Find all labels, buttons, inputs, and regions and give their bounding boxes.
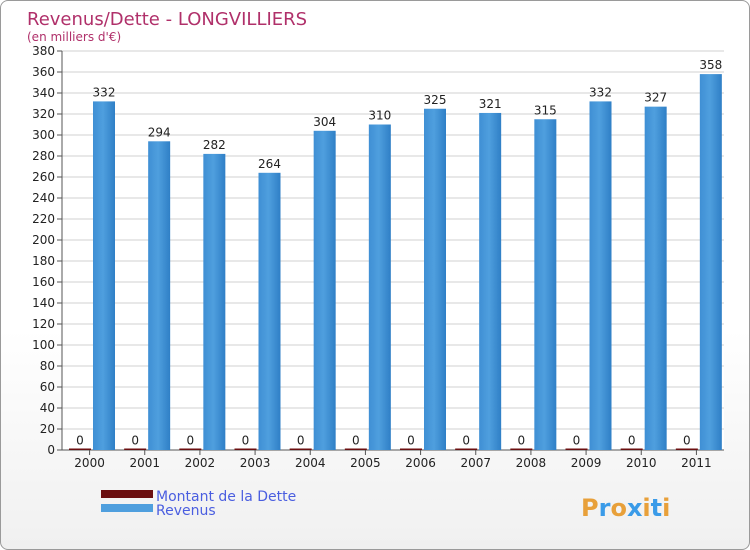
revenue-value-label: 325 — [424, 93, 447, 107]
y-tick-label: 360 — [32, 65, 55, 79]
revenue-bar — [589, 101, 612, 451]
revenue-bar — [258, 172, 281, 451]
proxiti-logo: Proxiti — [581, 494, 670, 522]
y-tick-label: 220 — [32, 212, 55, 226]
revenue-bar — [534, 119, 557, 450]
y-tick-label: 140 — [32, 296, 55, 310]
x-tick-label: 2011 — [681, 456, 712, 470]
y-tick-label: 40 — [40, 401, 55, 415]
revenue-bar — [148, 141, 171, 451]
plot-area — [62, 51, 724, 450]
revenue-bar — [699, 74, 722, 450]
value-labels: 0 332 0 294 0 282 0 264 0 304 0 310 0 325 0 321 0 315 0 332… — [76, 58, 722, 447]
debt-bar — [69, 448, 91, 450]
chart-title: Revenus/Dette - LONGVILLIERS — [27, 9, 307, 30]
revenue-bar — [644, 106, 667, 451]
legend-swatch — [101, 504, 153, 512]
debt-bar — [455, 448, 478, 450]
y-tick-label: 200 — [32, 233, 55, 247]
debt-bar — [124, 448, 147, 450]
debt-value-label: 0 — [242, 434, 250, 448]
x-tick-label: 2000 — [74, 456, 105, 470]
revenue-bar — [313, 130, 336, 451]
revenue-value-label: 264 — [258, 157, 281, 171]
y-tick-label: 120 — [32, 317, 55, 331]
revenue-bar — [479, 112, 502, 450]
revenue-bar — [424, 108, 446, 450]
x-tick-label: 2009 — [571, 456, 602, 470]
x-tick-label: 2002 — [185, 456, 216, 470]
x-tick-label: 2003 — [240, 456, 271, 470]
y-tick-label: 60 — [40, 380, 55, 394]
y-tick-label: 100 — [32, 338, 55, 352]
debt-bar — [179, 448, 202, 450]
revenue-value-label: 282 — [203, 138, 226, 152]
debt-value-label: 0 — [76, 434, 84, 448]
y-tick-label: 300 — [32, 128, 55, 142]
y-tick-label: 80 — [40, 359, 55, 373]
revenue-bar — [368, 124, 391, 450]
x-tick-label: 2005 — [350, 456, 381, 470]
x-tick-label: 2006 — [405, 456, 436, 470]
y-tick-label: 0 — [47, 443, 55, 457]
y-tick-label: 320 — [32, 107, 55, 121]
debt-value-label: 0 — [573, 434, 581, 448]
debt-bar — [620, 448, 643, 450]
x-tick-label: 2004 — [295, 456, 326, 470]
y-tick-label: 240 — [32, 191, 55, 205]
debt-value-label: 0 — [462, 434, 470, 448]
x-tick-label: 2007 — [460, 456, 491, 470]
debt-value-label: 0 — [628, 434, 636, 448]
debt-value-label: 0 — [187, 434, 195, 448]
x-tick-label: 2001 — [129, 456, 160, 470]
debt-value-label: 0 — [518, 434, 526, 448]
debt-value-label: 0 — [131, 434, 139, 448]
axes: 0 20 40 60 80 100 120 140 160 180 200 220 240 260 280 3… — [32, 44, 724, 470]
revenue-value-label: 321 — [479, 97, 502, 111]
debt-value-label: 0 — [297, 434, 305, 448]
debt-value-label: 0 — [352, 434, 360, 448]
debt-bar — [344, 448, 367, 450]
logo-text: Proxiti — [581, 494, 670, 522]
bars — [69, 74, 722, 451]
debt-value-label: 0 — [407, 434, 415, 448]
revenue-value-label: 332 — [589, 85, 612, 99]
revenue-value-label: 327 — [644, 91, 667, 105]
chart-subtitle: (en milliers d'€) — [27, 30, 121, 44]
debt-bar — [675, 448, 698, 450]
debt-bar — [234, 448, 257, 450]
y-tick-label: 20 — [40, 422, 55, 436]
y-tick-label: 180 — [32, 254, 55, 268]
revenue-value-label: 294 — [148, 125, 171, 139]
debt-bar — [289, 448, 312, 450]
revenue-value-label: 358 — [699, 58, 722, 72]
debt-bar — [565, 448, 588, 450]
x-tick-label: 2010 — [626, 456, 657, 470]
debt-bar — [400, 448, 422, 450]
legend-label: Montant de la Dette — [156, 489, 296, 505]
legend-swatch — [101, 490, 153, 498]
y-tick-label: 160 — [32, 275, 55, 289]
y-tick-label: 340 — [32, 86, 55, 100]
revenue-value-label: 310 — [368, 109, 391, 123]
revenue-bar — [93, 101, 115, 451]
y-tick-label: 260 — [32, 170, 55, 184]
x-tick-label: 2008 — [516, 456, 547, 470]
legend-label: Revenus — [156, 503, 216, 519]
debt-bar — [510, 448, 533, 450]
revenue-bar — [203, 153, 226, 450]
debt-value-label: 0 — [683, 434, 691, 448]
gridlines — [62, 50, 724, 451]
y-tick-label: 380 — [32, 44, 55, 58]
revenue-value-label: 332 — [93, 85, 116, 99]
y-tick-label: 280 — [32, 149, 55, 163]
revenue-value-label: 304 — [313, 115, 336, 129]
revenue-value-label: 315 — [534, 103, 557, 117]
